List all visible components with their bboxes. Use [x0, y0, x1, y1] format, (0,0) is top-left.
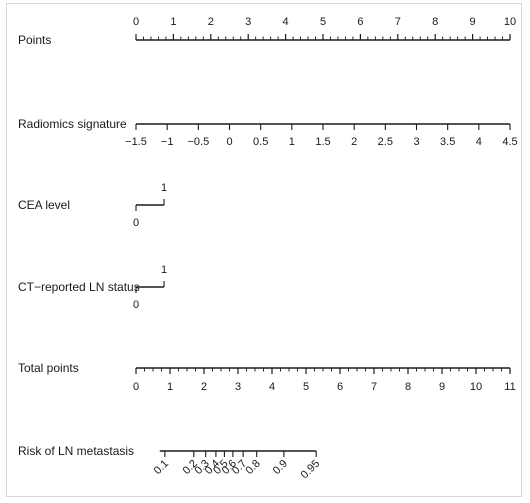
- tick-label: 0: [226, 136, 232, 148]
- tick-label: 3: [245, 16, 251, 28]
- tick-label: 8: [405, 381, 411, 393]
- tick-label: 4: [476, 136, 482, 148]
- tick-label: 9: [439, 381, 445, 393]
- tick-label: −1.5: [125, 136, 147, 148]
- tick-label: 2: [201, 381, 207, 393]
- tick-label: 3.5: [440, 136, 455, 148]
- tick-label: 2: [208, 16, 214, 28]
- tick-label: 6: [337, 381, 343, 393]
- row-points: Points 0 1 2 3 4 5 6 7 8 9 10: [18, 16, 516, 47]
- tick-label: 0.8: [244, 458, 263, 477]
- category-label: 0: [133, 299, 139, 311]
- row-label: Risk of LN metastasis: [18, 444, 134, 458]
- category-label: 0: [133, 217, 139, 229]
- tick-label: 0.1: [152, 458, 171, 477]
- tick-label: 1: [167, 381, 173, 393]
- tick-label: 7: [395, 16, 401, 28]
- tick-label: 2: [351, 136, 357, 148]
- row-label: CEA level: [18, 198, 70, 212]
- tick-label: 5: [303, 381, 309, 393]
- tick-label: 10: [504, 16, 516, 28]
- tick-label: 8: [432, 16, 438, 28]
- row-label: Total points: [18, 361, 79, 375]
- tick-label: 3: [413, 136, 419, 148]
- category-label: 1: [161, 264, 167, 276]
- tick-label: 5: [320, 16, 326, 28]
- row-label: Radiomics signature: [18, 117, 127, 131]
- row-label: CT−reported LN status: [18, 280, 140, 294]
- tick-label: −0.5: [187, 136, 209, 148]
- figure-frame: [6, 3, 522, 497]
- tick-label: 4: [283, 16, 289, 28]
- tick-label: 1.5: [315, 136, 330, 148]
- tick-label: 0.5: [253, 136, 268, 148]
- tick-label: 1: [170, 16, 176, 28]
- row-radiomics-signature: Radiomics signature −1.5 −1 −0.5 0 0.5 1 1.5 2 2.…: [18, 117, 518, 148]
- tick-label: 3: [235, 381, 241, 393]
- tick-label: 0.95: [299, 458, 323, 482]
- row-ct-reported-ln-status: CT−reported LN status 0 1: [18, 264, 167, 311]
- tick-label: 2.5: [378, 136, 393, 148]
- tick-label: 0: [133, 381, 139, 393]
- row-label: Points: [18, 33, 51, 47]
- tick-label: 4: [269, 381, 275, 393]
- tick-label: 0: [133, 16, 139, 28]
- tick-label: −1: [161, 136, 174, 148]
- tick-label: 6: [357, 16, 363, 28]
- row-total-points: Total points 0 1 2 3 4 5 6 7 8 9 10 11: [18, 361, 516, 393]
- tick-label: 11: [504, 381, 515, 393]
- tick-label: 9: [470, 16, 476, 28]
- tick-label: 0.9: [271, 458, 290, 477]
- tick-label: 1: [289, 136, 295, 148]
- tick-label: 10: [470, 381, 482, 393]
- tick-label: 4.5: [502, 136, 517, 148]
- tick-label: 7: [371, 381, 377, 393]
- row-cea-level: CEA level 0 1: [18, 182, 167, 229]
- category-label: 1: [161, 182, 167, 194]
